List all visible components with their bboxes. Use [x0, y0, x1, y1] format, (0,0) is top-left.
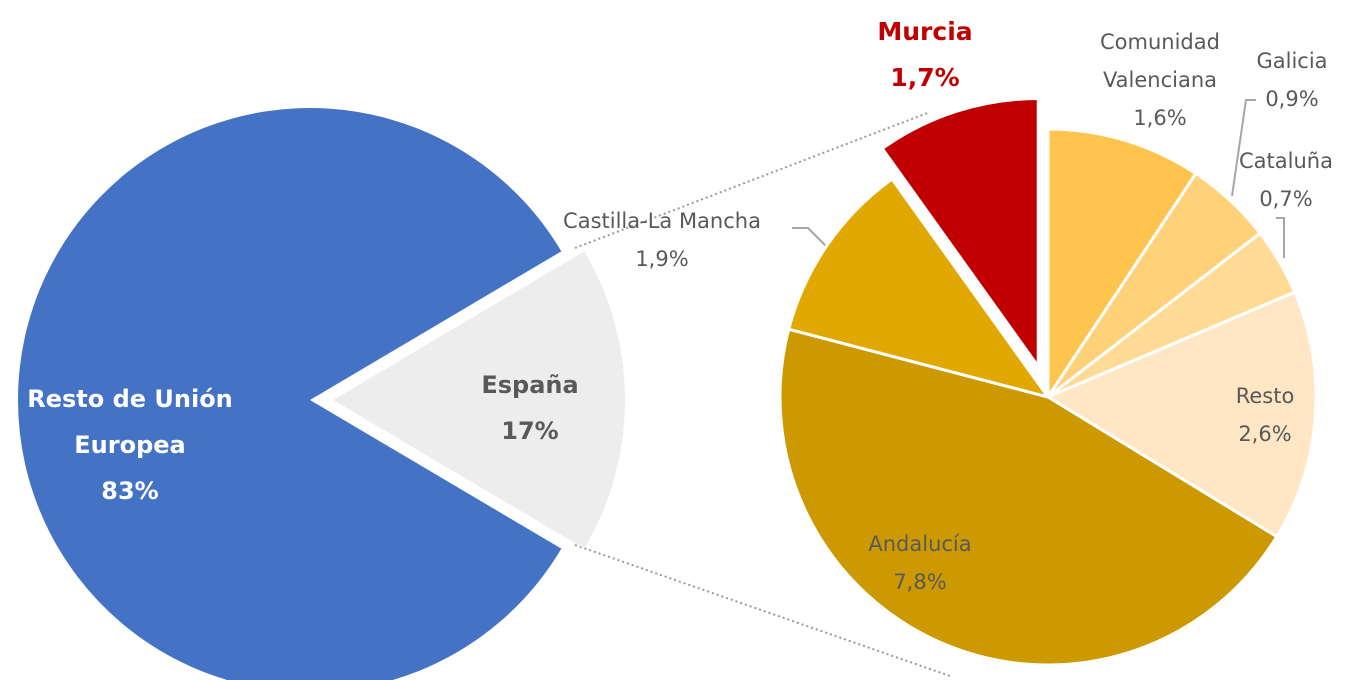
category-label: Murcia	[877, 17, 973, 46]
value-label: 17%	[501, 417, 559, 445]
category-label: Andalucía	[868, 532, 972, 556]
pie-slice	[1044, 290, 1318, 539]
category-label: Resto de Unión Europea	[27, 385, 233, 459]
connector-line	[574, 111, 931, 249]
category-label: España	[481, 371, 579, 399]
category-label: Comunidad Valenciana	[1100, 30, 1220, 92]
pie-slice	[786, 176, 1052, 400]
data-label: Murcia 1,7%	[877, 9, 972, 101]
data-label: Castilla-La Mancha 1,9%	[563, 202, 761, 278]
data-label: Comunidad Valenciana 1,6%	[1075, 23, 1245, 137]
value-label: 1,6%	[1133, 106, 1187, 130]
value-label: 0,7%	[1259, 187, 1313, 211]
leader-line	[792, 227, 827, 247]
category-label: Cataluña	[1239, 149, 1333, 173]
pie-slice	[1046, 127, 1198, 402]
pie-slice	[18, 108, 562, 680]
data-label: Resto 2,6%	[1236, 377, 1295, 453]
pie-slice	[778, 327, 1279, 667]
pie-slice	[333, 251, 625, 549]
value-label: 7,8%	[893, 570, 947, 594]
category-label: Resto	[1235, 384, 1295, 408]
pie-slice	[880, 97, 1040, 372]
category-label: Galicia	[1256, 49, 1328, 73]
value-label: 83%	[101, 477, 159, 505]
value-label: 1,9%	[635, 247, 689, 271]
data-label: Cataluña 0,7%	[1239, 142, 1333, 218]
data-label: Resto de Unión Europea 83%	[10, 376, 250, 514]
value-label: 1,7%	[890, 63, 960, 92]
connector-line	[574, 544, 951, 677]
data-label: Galicia 0,9%	[1256, 42, 1327, 118]
data-label: Andalucía 7,8%	[868, 525, 971, 601]
data-label: España 17%	[481, 362, 578, 454]
value-label: 2,6%	[1238, 422, 1292, 446]
category-label: Castilla-La Mancha	[563, 209, 761, 233]
leader-line	[1231, 99, 1256, 197]
leader-line	[1276, 217, 1285, 258]
value-label: 0,9%	[1265, 87, 1319, 111]
